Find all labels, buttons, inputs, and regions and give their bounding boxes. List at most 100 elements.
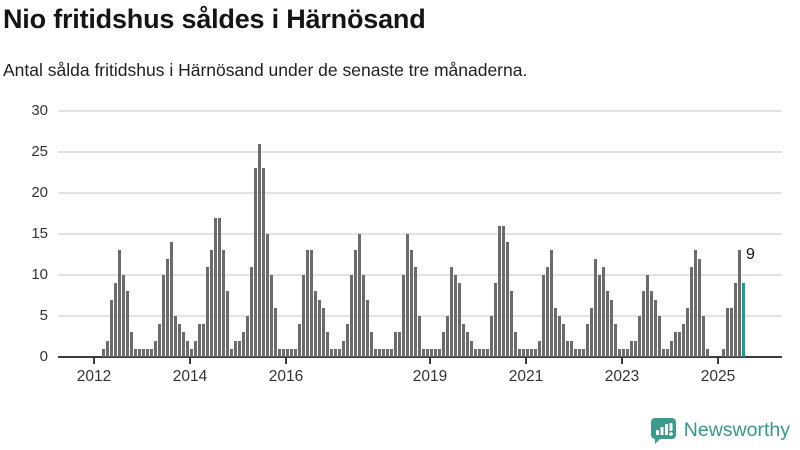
bar (722, 348, 725, 357)
bar (334, 348, 337, 357)
x-axis-tick-label: 2014 (172, 368, 208, 385)
bar (102, 348, 105, 357)
bar (198, 324, 201, 357)
bar (578, 348, 581, 357)
bar (174, 316, 177, 357)
bar (106, 340, 109, 357)
bar (598, 275, 601, 357)
bar (422, 348, 425, 357)
bar (182, 332, 185, 357)
y-axis-tick-label: 15 (31, 225, 48, 242)
bar (622, 348, 625, 357)
bar (130, 332, 133, 357)
bar (414, 266, 417, 357)
bar (330, 348, 333, 357)
bar (682, 324, 685, 357)
bar (170, 242, 173, 357)
bar (642, 291, 645, 357)
bar (478, 348, 481, 357)
x-axis-tick-label: 2016 (268, 368, 304, 385)
x-axis-tick (285, 358, 287, 364)
bar (574, 348, 577, 357)
bar (510, 291, 513, 357)
bar (726, 307, 729, 357)
bar (338, 348, 341, 357)
highlight-bar (742, 283, 745, 357)
chart-title: Nio fritidshus såldes i Härnösand (3, 4, 426, 34)
bar (430, 348, 433, 357)
bar (506, 242, 509, 357)
x-axis-tick (717, 358, 719, 364)
bar (686, 307, 689, 357)
bar (310, 250, 313, 357)
bar (586, 324, 589, 357)
bar (122, 275, 125, 357)
bar (110, 299, 113, 357)
bar (410, 250, 413, 357)
bar (242, 332, 245, 357)
highlight-value-label: 9 (746, 246, 755, 264)
bar (466, 332, 469, 357)
bar (326, 332, 329, 357)
bar (230, 348, 233, 357)
bar (626, 348, 629, 357)
bar (634, 340, 637, 357)
bar (234, 340, 237, 357)
bar (282, 348, 285, 357)
bar (298, 324, 301, 357)
bar (674, 332, 677, 357)
bar (254, 168, 257, 357)
bar (546, 266, 549, 357)
bar (458, 283, 461, 357)
bar (274, 307, 277, 357)
bar (206, 266, 209, 357)
bar (606, 291, 609, 357)
bar (538, 340, 541, 357)
bar (474, 348, 477, 357)
bar (266, 234, 269, 357)
bar (250, 266, 253, 357)
bar (226, 291, 229, 357)
bar (146, 348, 149, 357)
bar (434, 348, 437, 357)
bar (190, 348, 193, 357)
bar (318, 299, 321, 357)
bar (702, 316, 705, 357)
x-axis-tick (621, 358, 623, 364)
bar (562, 324, 565, 357)
bar (558, 316, 561, 357)
bar (638, 316, 641, 357)
x-axis-tick-label: 2019 (412, 368, 448, 385)
bar (650, 291, 653, 357)
bar (386, 348, 389, 357)
bar (402, 275, 405, 357)
bar (470, 340, 473, 357)
bar (202, 324, 205, 357)
bar (514, 332, 517, 357)
bar (730, 307, 733, 357)
x-axis-tick (429, 358, 431, 364)
gridline (58, 233, 782, 235)
bar (530, 348, 533, 357)
bar (446, 316, 449, 357)
x-axis-tick-label: 2023 (604, 368, 640, 385)
newsworthy-logo: Newsworthy (650, 417, 790, 444)
gridline (58, 151, 782, 153)
bar (142, 348, 145, 357)
bar (354, 250, 357, 357)
bar (194, 340, 197, 357)
bar (694, 250, 697, 357)
bar (382, 348, 385, 357)
x-axis-tick-label: 2025 (700, 368, 736, 385)
bar (738, 250, 741, 357)
bar (374, 348, 377, 357)
bar (670, 340, 673, 357)
bar (158, 324, 161, 357)
bar (498, 225, 501, 357)
y-axis-tick-label: 10 (31, 266, 48, 283)
bar (214, 217, 217, 357)
x-axis-tick (93, 358, 95, 364)
bar (614, 324, 617, 357)
bar (438, 348, 441, 357)
